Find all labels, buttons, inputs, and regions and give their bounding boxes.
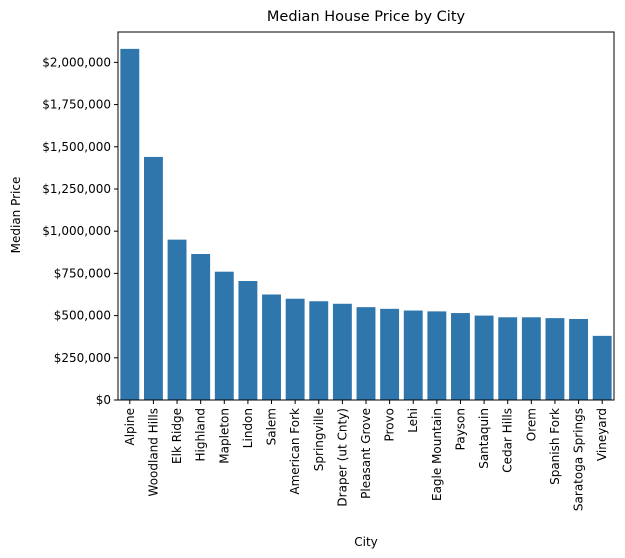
x-tick-label: Orem xyxy=(524,408,538,441)
x-tick-label: Provo xyxy=(383,408,397,441)
chart-title: Median House Price by City xyxy=(267,9,466,25)
bar-salem xyxy=(262,294,281,400)
bar-cedar-hills xyxy=(498,317,518,400)
y-tick-label: $1,000,000 xyxy=(42,224,111,238)
bar-lehi xyxy=(403,310,423,400)
bar-draper-ut-cnty- xyxy=(332,303,352,400)
y-tick-label: $2,000,000 xyxy=(42,55,111,69)
x-axis-label: City xyxy=(354,535,378,549)
y-axis-label: Median Price xyxy=(9,177,23,254)
bar-woodland-hills xyxy=(143,156,163,400)
x-tick-label: Elk Ridge xyxy=(170,408,184,464)
x-tick-label: Lehi xyxy=(406,408,420,433)
bar-spanish-fork xyxy=(545,318,565,400)
y-tick-label: $1,750,000 xyxy=(42,98,111,112)
x-tick-label: Pleasant Grove xyxy=(359,408,373,499)
plot-area: $0 $250,000 $500,000 $750,000 $1,000,000 $1,2… xyxy=(42,31,615,511)
bar-provo xyxy=(380,308,400,400)
x-tick-label: Saratoga Springs xyxy=(572,408,586,511)
bar-saratoga-springs xyxy=(569,318,589,400)
x-tick-label: Alpine xyxy=(123,408,137,445)
bar-eagle-mountain xyxy=(427,311,447,400)
bar-vineyard xyxy=(592,335,612,400)
x-tick-label: Eagle Mountain xyxy=(430,408,444,501)
x-tick-label: Payson xyxy=(453,408,467,450)
x-tick-label: American Fork xyxy=(288,408,302,495)
bar-orem xyxy=(521,317,541,400)
y-tick-label: $750,000 xyxy=(54,266,111,280)
x-tick-label: Draper (ut Cnty) xyxy=(335,408,349,507)
plot-frame xyxy=(117,31,615,401)
y-tick-label: $0 xyxy=(96,393,111,407)
x-tick-label: Mapleton xyxy=(217,408,231,464)
x-tick-label: Salem xyxy=(265,408,279,445)
bar-santaquin xyxy=(474,315,494,400)
bar-american-fork xyxy=(285,298,305,400)
y-tick-label: $1,250,000 xyxy=(42,182,111,196)
x-tick-label: Springville xyxy=(312,408,326,471)
x-tick-label: Santaquin xyxy=(477,408,491,469)
bar-alpine xyxy=(120,48,140,400)
x-tick-label: Lindon xyxy=(241,408,255,448)
bar-highland xyxy=(191,253,211,400)
x-tick-label: Woodland Hills xyxy=(146,408,160,496)
bar-lindon xyxy=(238,280,258,400)
y-tick-label: $500,000 xyxy=(54,309,111,323)
bar-pleasant-grove xyxy=(356,307,376,400)
x-tick-label: Highland xyxy=(194,408,208,462)
y-tick-label: $250,000 xyxy=(54,351,111,365)
bar-payson xyxy=(451,313,470,400)
x-tick-label: Vineyard xyxy=(595,408,609,461)
y-tick-label: $1,500,000 xyxy=(42,140,111,154)
bar-springville xyxy=(309,301,329,400)
bar-mapleton xyxy=(214,271,234,400)
x-tick-label: Cedar Hills xyxy=(501,408,515,473)
bar-elk-ridge xyxy=(167,239,187,400)
x-tick-label: Spanish Fork xyxy=(548,408,562,485)
